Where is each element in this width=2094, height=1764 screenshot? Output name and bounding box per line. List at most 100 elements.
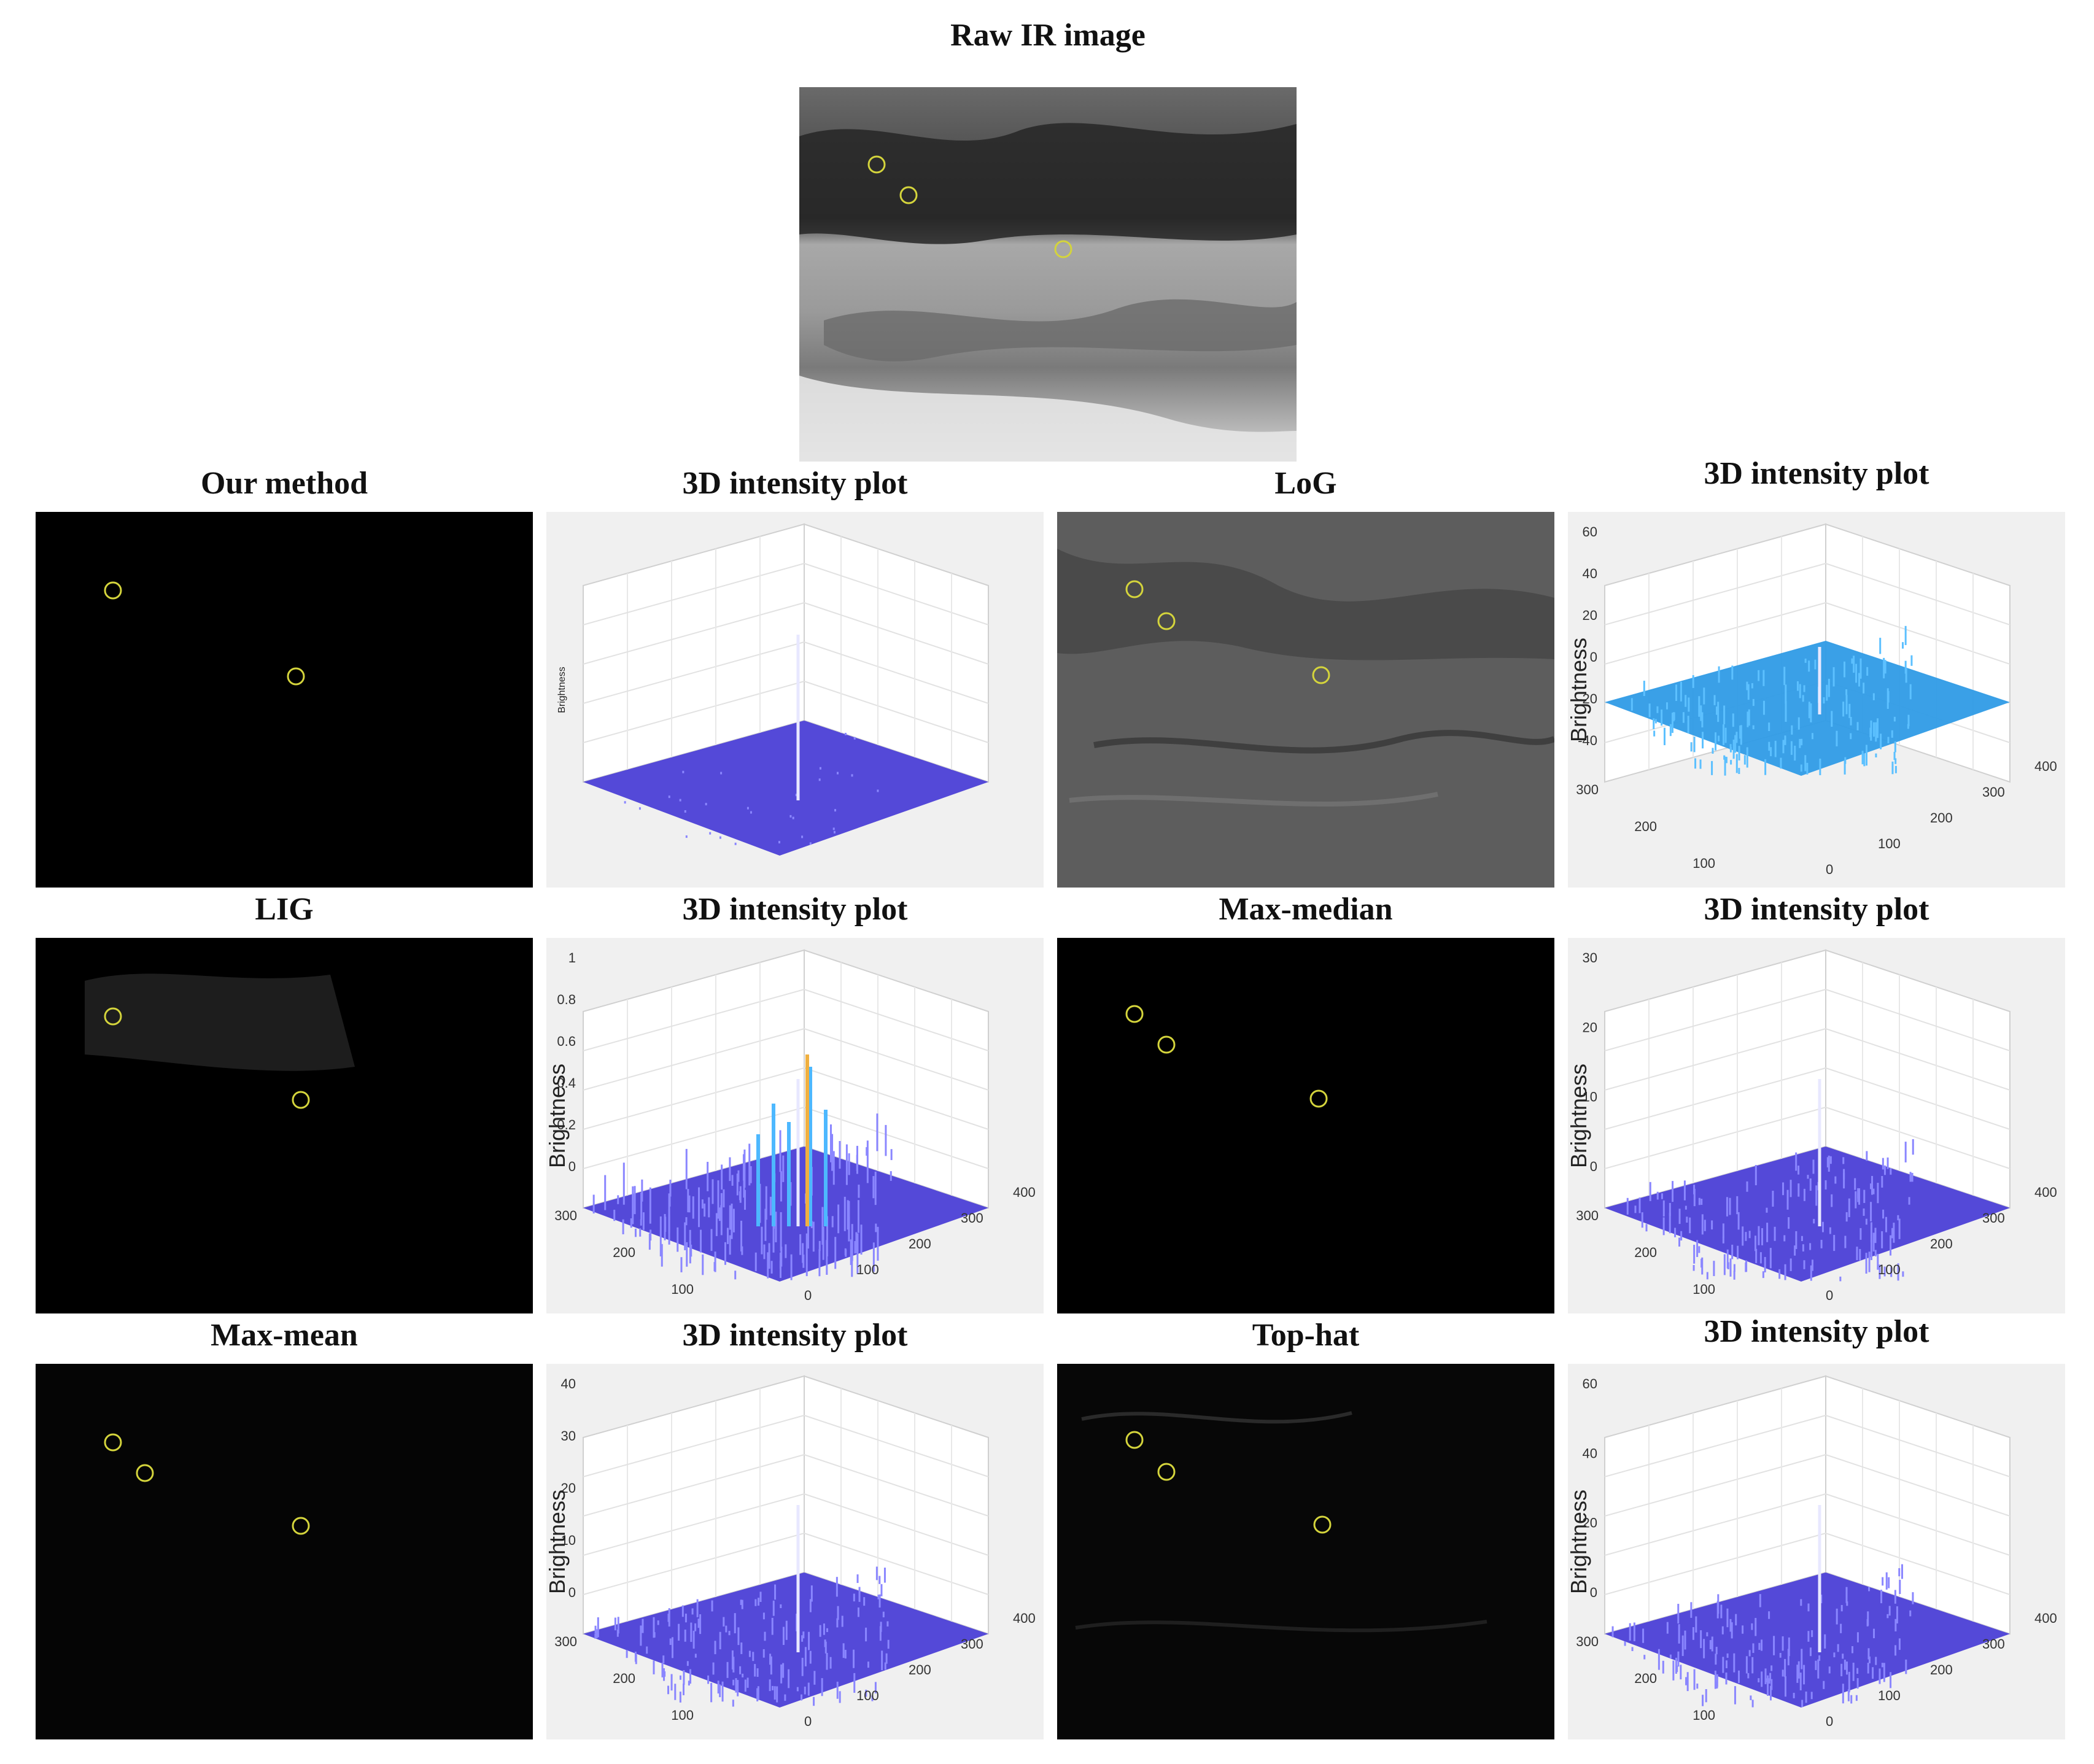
max-median-image <box>1057 938 1554 1313</box>
z-tick-label: 40 <box>561 1376 576 1391</box>
x-tick-label: 200 <box>1930 1236 1953 1251</box>
z-tick-label: -40 <box>1578 733 1597 748</box>
grid-line <box>1604 602 1826 665</box>
our-method-image <box>36 512 533 888</box>
z-tick-label: 40 <box>1583 566 1597 581</box>
grid-line <box>1604 1028 1826 1091</box>
z-tick-label: 30 <box>561 1428 576 1444</box>
grid-line <box>804 563 989 625</box>
z-tick-label: 0.8 <box>557 992 576 1007</box>
brightness-axis-label: Brightness <box>1568 1064 1591 1168</box>
grid-line <box>804 1533 989 1595</box>
grid-line <box>804 1028 989 1091</box>
z-tick-label: 0.4 <box>557 1075 576 1091</box>
y-tick-label: 100 <box>1693 1282 1715 1297</box>
y-tick-label: 300 <box>554 1208 577 1223</box>
grid-line <box>583 1493 805 1556</box>
z-tick-label: 10 <box>1583 1089 1597 1105</box>
z-tick-label: 0 <box>568 1159 576 1174</box>
title-3d-plot-4: 3D intensity plot <box>1704 892 1929 927</box>
z-tick-label: -20 <box>1578 691 1597 706</box>
y-tick-label: 200 <box>1634 1245 1657 1260</box>
grid-line <box>1604 1067 1826 1130</box>
title-max-mean: Max-mean <box>211 1318 358 1353</box>
grid-line <box>583 1454 805 1517</box>
target-marker <box>1054 240 1072 258</box>
z-tick-label: 20 <box>561 1480 576 1496</box>
grid-line <box>583 681 805 743</box>
x-tick-label: 300 <box>961 1210 983 1226</box>
target-marker <box>104 581 122 600</box>
z-tick-label: 20 <box>1583 1515 1597 1531</box>
grid-line <box>1825 1415 2011 1477</box>
grid-line <box>804 602 989 665</box>
brightness-axis-label: Brightness <box>1568 638 1591 742</box>
grid-line <box>583 1067 805 1130</box>
intensity-surface <box>1605 1573 2010 1708</box>
x-tick-label: 0 <box>1826 1288 1833 1303</box>
x-tick-label: 200 <box>1930 810 1953 826</box>
y-tick-label: 200 <box>613 1245 635 1260</box>
z-tick-label: 0.6 <box>557 1034 576 1049</box>
z-tick-label: 10 <box>561 1533 576 1548</box>
plot-max-mean: 40302010030020010000100200300400Brightne… <box>546 1364 1044 1739</box>
brightness-axis-label: Brightness <box>546 1490 570 1594</box>
y-tick-label: 300 <box>1576 1208 1599 1223</box>
grid-line <box>583 989 805 1051</box>
grid-line <box>1825 1493 2011 1556</box>
grid-line <box>1604 989 1826 1051</box>
target-marker <box>292 1091 310 1109</box>
x-tick-label: 400 <box>1013 1611 1036 1626</box>
intensity-surface <box>1605 1147 2010 1282</box>
target-marker <box>1309 1089 1328 1108</box>
x-tick-label: 100 <box>856 1688 879 1703</box>
grid-line <box>1825 1028 2011 1091</box>
x-tick-label: 400 <box>2034 1611 2057 1626</box>
title-max-median: Max-median <box>1219 892 1393 927</box>
y-tick-label: 200 <box>613 1671 635 1686</box>
plot-max-median: 302010030020010000100200300400Brightness <box>1568 938 2065 1313</box>
grid-line <box>583 563 805 625</box>
y-tick-label: 300 <box>554 1634 577 1649</box>
title-3d-plot-5: 3D intensity plot <box>682 1318 908 1353</box>
grid-line <box>1825 989 2011 1051</box>
grid-line <box>1825 1454 2011 1517</box>
x-tick-label: 300 <box>961 1636 983 1652</box>
y-tick-label: 200 <box>1634 1671 1657 1686</box>
brightness-axis-label: Brightness <box>546 1064 570 1168</box>
grid-line <box>1825 563 2011 625</box>
title-our-method: Our method <box>200 466 368 501</box>
grid-line <box>1825 1533 2011 1595</box>
grid-line <box>1604 1107 1826 1169</box>
plot-lig: 10.80.60.40.2030020010000100200300400Bri… <box>546 938 1044 1313</box>
x-tick-label: 0 <box>1826 1714 1833 1729</box>
x-tick-label: 400 <box>2034 1185 2057 1200</box>
z-tick-label: 0 <box>568 1585 576 1600</box>
target-marker <box>1125 1431 1144 1449</box>
z-tick-label: 30 <box>1583 950 1597 965</box>
z-tick-label: 60 <box>1583 524 1597 540</box>
title-3d-plot-2: 3D intensity plot <box>1704 456 1929 491</box>
raw-ir-title: Raw IR image <box>950 18 1146 53</box>
grid-line <box>583 1028 805 1091</box>
x-tick-label: 200 <box>1930 1662 1953 1677</box>
title-top-hat: Top-hat <box>1252 1318 1360 1353</box>
target-marker <box>1157 1463 1176 1481</box>
back-wall-right <box>804 1375 989 1635</box>
x-tick-label: 100 <box>1878 1262 1901 1277</box>
z-tick-label: 60 <box>1583 1376 1597 1391</box>
grid-line <box>583 1533 805 1595</box>
raw-ir-image <box>799 87 1297 462</box>
z-tick-label: 0 <box>1590 1585 1597 1600</box>
grid-line <box>1604 1454 1826 1517</box>
grid-line <box>1604 1493 1826 1556</box>
grid-line <box>804 641 989 704</box>
intensity-surface <box>583 1573 988 1708</box>
y-tick-label: 100 <box>1693 856 1715 871</box>
x-tick-label: 0 <box>1826 862 1833 877</box>
log-image <box>1057 512 1554 888</box>
grid-line <box>804 1493 989 1556</box>
x-tick-label: 300 <box>1982 784 2005 800</box>
target-marker <box>1125 1005 1144 1023</box>
target-marker <box>287 667 305 686</box>
